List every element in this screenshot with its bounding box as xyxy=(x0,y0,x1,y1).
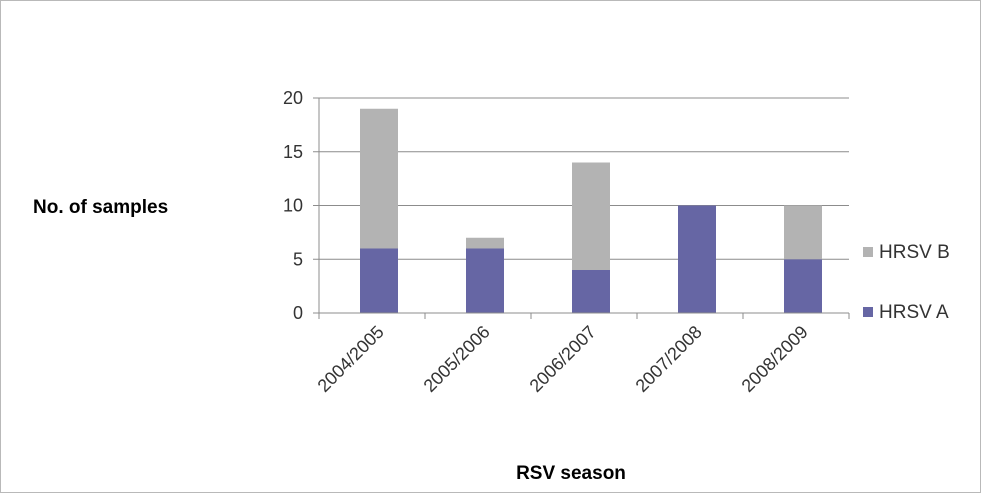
legend-label: HRSV A xyxy=(879,302,949,323)
bar-segment-hrsv-b xyxy=(572,162,610,270)
x-axis-label: RSV season xyxy=(516,463,626,484)
legend-swatch xyxy=(863,247,873,257)
bar-segment-hrsv-b xyxy=(784,205,822,260)
bar-segment-hrsv-a xyxy=(360,248,398,313)
y-tick-label: 20 xyxy=(283,88,303,108)
y-axis-label: No. of samples xyxy=(33,197,168,218)
x-tick-label: 2007/2008 xyxy=(632,322,706,396)
bar-segment-hrsv-a xyxy=(466,248,504,313)
bar-segment-hrsv-b xyxy=(360,108,398,249)
bar-segment-hrsv-a xyxy=(784,259,822,313)
y-tick-label: 10 xyxy=(283,196,303,216)
legend-label: HRSV B xyxy=(879,242,950,263)
y-tick-label: 0 xyxy=(293,303,303,323)
bars xyxy=(360,108,822,313)
x-tick-label: 2006/2007 xyxy=(526,322,600,396)
y-tick-label: 15 xyxy=(283,142,303,162)
legend-swatch xyxy=(863,307,873,317)
y-tick-labels: 0 5 10 15 20 xyxy=(283,88,303,323)
x-tick-label: 2004/2005 xyxy=(314,322,388,396)
bar-segment-hrsv-a xyxy=(678,205,716,313)
bar-segment-hrsv-a xyxy=(572,270,610,313)
x-tick-label: 2008/2009 xyxy=(738,322,812,396)
y-tick-label: 5 xyxy=(293,249,303,269)
legend: HRSV B HRSV A xyxy=(863,242,950,323)
x-tick-label: 2005/2006 xyxy=(420,322,494,396)
axes xyxy=(313,97,850,319)
x-tick-labels: 2004/2005 2005/2006 2006/2007 2007/2008 2008… xyxy=(314,322,812,396)
bar-segment-hrsv-b xyxy=(466,237,504,249)
